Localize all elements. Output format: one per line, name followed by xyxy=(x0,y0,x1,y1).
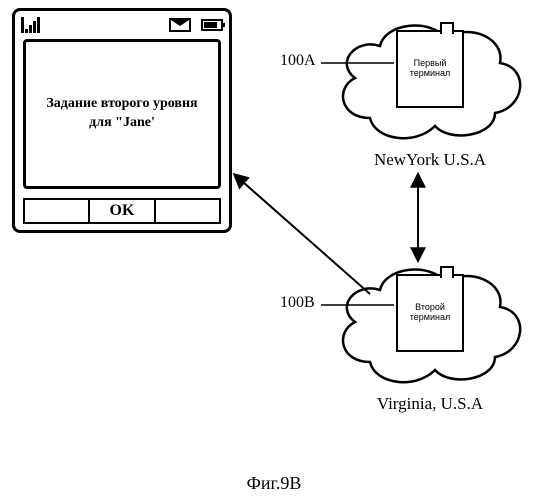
battery-icon xyxy=(201,19,223,31)
cloud-b: Второй терминал Virginia, U.S.A xyxy=(330,262,530,392)
terminal-a-label: Первый терминал xyxy=(398,32,462,106)
signal-icon xyxy=(21,17,43,33)
ok-button[interactable]: OK xyxy=(90,200,155,222)
diagram-canvas: Задание второго уровня для "Jane' OK Пер… xyxy=(0,0,548,500)
phone-button-row: OK xyxy=(23,198,221,224)
callout-100a: 100A xyxy=(280,52,316,70)
softkey-right[interactable] xyxy=(156,200,219,222)
phone-screen: Задание второго уровня для "Jane' xyxy=(23,39,221,189)
figure-caption: Фиг.9B xyxy=(247,473,302,494)
cloud-a-location: NewYork U.S.A xyxy=(374,150,486,170)
envelope-icon xyxy=(169,18,191,32)
cloud-b-location: Virginia, U.S.A xyxy=(377,394,483,414)
callout-100b: 100B xyxy=(280,294,315,312)
terminal-a: Первый терминал xyxy=(396,30,464,108)
phone-device: Задание второго уровня для "Jane' OK xyxy=(12,8,232,233)
softkey-left[interactable] xyxy=(25,200,90,222)
cloud-a: Первый терминал NewYork U.S.A xyxy=(330,18,530,148)
terminal-b: Второй терминал xyxy=(396,274,464,352)
screen-text: Задание второго уровня для "Jane' xyxy=(34,95,210,133)
terminal-b-label: Второй терминал xyxy=(398,276,462,350)
phone-statusbar xyxy=(21,15,223,35)
